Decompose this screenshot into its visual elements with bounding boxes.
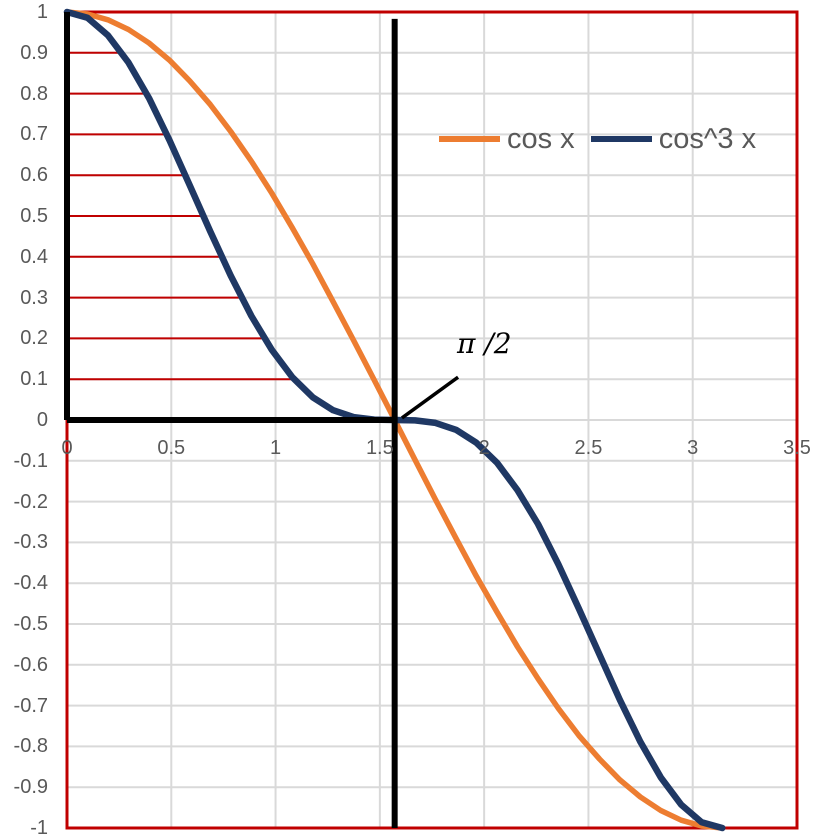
x-tick-label: 1	[270, 437, 282, 459]
y-tick-label: -1	[30, 817, 48, 839]
x-tick-label: 3	[687, 437, 699, 459]
legend-swatch-cos3	[590, 136, 652, 142]
y-tick-label: -0.7	[13, 694, 48, 717]
y-tick-label: -0.2	[13, 490, 48, 513]
y-tick-label: 0	[36, 409, 48, 431]
y-tick-label: 1	[36, 1, 48, 23]
y-tick-label: 0.2	[20, 327, 48, 350]
x-tick-label: 2.5	[574, 437, 603, 459]
annotation-pointer-line	[400, 375, 460, 420]
y-tick-label: 0.9	[20, 41, 48, 64]
y-tick-label: 0.4	[20, 245, 48, 268]
pi-half-annotation-label: π /2	[457, 327, 512, 361]
legend: cos x cos^3 x	[439, 122, 756, 156]
y-tick-label: -0.5	[13, 613, 48, 635]
y-tick-label: -0.8	[13, 735, 48, 758]
x-tick-label: 0.5	[157, 437, 186, 459]
y-tick-label: -0.1	[13, 449, 48, 472]
x-tick-label: 2	[478, 437, 490, 459]
y-tick-label: 0.8	[20, 82, 48, 105]
x-tick-label: 0	[61, 437, 73, 459]
x-tick-label: 3.5	[783, 437, 811, 459]
y-tick-label: 0.7	[20, 123, 48, 146]
y-tick-label: -0.3	[13, 531, 48, 554]
legend-swatch-cos	[439, 136, 500, 142]
y-tick-label: -0.9	[13, 776, 48, 799]
legend-label-cos: cos x	[507, 123, 575, 155]
y-tick-label: -0.6	[13, 653, 48, 676]
y-tick-label: 0.5	[20, 205, 48, 227]
y-tick-label: 0.1	[20, 368, 48, 391]
legend-label-cos3: cos^3 x	[658, 123, 757, 155]
y-tick-label: 0.3	[20, 286, 48, 309]
x-tick-label: 1.5	[365, 437, 394, 459]
y-tick-label: 0.6	[20, 164, 48, 187]
legend-item-cos[interactable]: cos x	[439, 122, 575, 156]
legend-item-cos3[interactable]: cos^3 x	[590, 122, 757, 156]
y-tick-label: -0.4	[13, 572, 48, 595]
